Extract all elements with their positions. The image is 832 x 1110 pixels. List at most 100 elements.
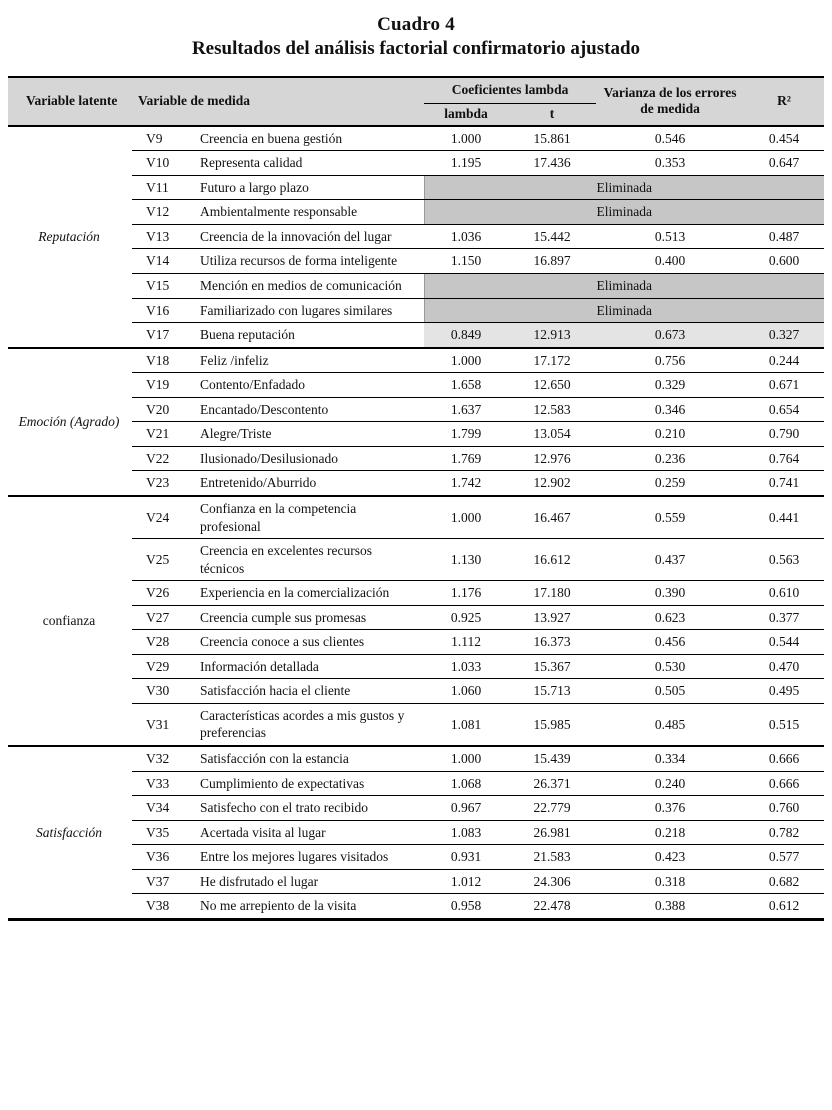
varianza-value: 0.329 xyxy=(596,372,745,398)
table-row: V34 Satisfecho con el trato recibido 0.967… xyxy=(8,795,825,821)
lambda-value: 1.799 xyxy=(424,421,509,447)
header-variable-latente: Variable latente xyxy=(8,77,132,126)
variable-code: V26 xyxy=(132,580,194,606)
t-value: 12.902 xyxy=(508,470,597,497)
r2-value: 0.544 xyxy=(744,629,825,655)
latent-variable-label: Reputación xyxy=(8,125,132,349)
variable-code: V30 xyxy=(132,678,194,704)
r2-value: 0.760 xyxy=(744,795,825,821)
lambda-value: 1.012 xyxy=(424,869,509,895)
r2-value: 0.487 xyxy=(744,224,825,250)
variable-code: V24 xyxy=(132,494,194,540)
varianza-value: 0.546 xyxy=(596,125,745,152)
lambda-value: 1.000 xyxy=(424,494,509,540)
varianza-value: 0.390 xyxy=(596,580,745,606)
variable-code: V25 xyxy=(132,538,194,582)
t-value: 15.861 xyxy=(508,125,597,152)
variable-code: V14 xyxy=(132,248,194,275)
t-value: 15.985 xyxy=(508,703,597,747)
eliminada-cell: Eliminada xyxy=(423,273,825,299)
r2-value: 0.764 xyxy=(744,446,825,472)
table-row: V10 Representa calidad 1.195 17.436 0.353 0.6… xyxy=(8,150,825,176)
variable-code: V33 xyxy=(132,771,194,797)
eliminada-cell: Eliminada xyxy=(423,175,825,201)
table-row: V30 Satisfacción hacia el cliente 1.060 15.… xyxy=(8,678,825,704)
varianza-value: 0.240 xyxy=(596,771,745,797)
r2-value: 0.577 xyxy=(744,844,825,870)
lambda-value: 0.931 xyxy=(424,844,509,870)
measured-variable-label: Ilusionado/Desilusionado xyxy=(194,446,425,472)
variable-code: V38 xyxy=(132,893,194,920)
variable-code: V34 xyxy=(132,795,194,821)
varianza-value: 0.236 xyxy=(596,446,745,472)
varianza-value: 0.353 xyxy=(596,150,745,176)
measured-variable-label: Satisfecho con el trato recibido xyxy=(194,795,425,821)
varianza-value: 0.485 xyxy=(596,703,745,747)
variable-code: V9 xyxy=(132,125,194,152)
table-row: Reputación V9 Creencia en buena gestión 1.0… xyxy=(8,125,825,349)
r2-value: 0.790 xyxy=(744,421,825,447)
r2-value: 0.682 xyxy=(744,869,825,895)
lambda-value: 1.060 xyxy=(424,678,509,704)
table-row: V13 Creencia de la innovación del lugar 1.… xyxy=(8,224,825,250)
measured-variable-label: Mención en medios de comunicación xyxy=(194,273,425,299)
varianza-value: 0.259 xyxy=(596,470,745,497)
t-value: 17.436 xyxy=(508,150,597,176)
r2-value: 0.666 xyxy=(744,744,825,772)
varianza-value: 0.318 xyxy=(596,869,745,895)
t-value: 12.650 xyxy=(508,372,597,398)
t-value: 26.371 xyxy=(508,771,597,797)
lambda-value: 1.036 xyxy=(424,224,509,250)
varianza-value: 0.218 xyxy=(596,820,745,846)
varianza-value: 0.210 xyxy=(596,421,745,447)
t-value: 16.897 xyxy=(508,248,597,275)
table-row: V19 Contento/Enfadado 1.658 12.650 0.329 0.67… xyxy=(8,372,825,398)
varianza-value: 0.400 xyxy=(596,248,745,275)
header-varianza: Varianza de los errores de medida xyxy=(596,77,745,126)
variable-code: V36 xyxy=(132,844,194,870)
r2-value: 0.654 xyxy=(744,397,825,423)
variable-code: V32 xyxy=(132,744,194,772)
measured-variable-label: Entre los mejores lugares visitados xyxy=(194,844,425,870)
variable-code: V37 xyxy=(132,869,194,895)
variable-code: V15 xyxy=(132,273,194,299)
t-value: 12.976 xyxy=(508,446,597,472)
lambda-value: 0.925 xyxy=(424,605,509,631)
varianza-value: 0.437 xyxy=(596,538,745,582)
table-row: V20 Encantado/Descontento 1.637 12.583 0.346… xyxy=(8,397,825,423)
r2-value: 0.441 xyxy=(744,494,825,540)
t-value: 17.180 xyxy=(508,580,597,606)
header-lambda: lambda xyxy=(424,103,509,126)
table-header: Variable latente Variable de medida Coef… xyxy=(8,77,825,126)
lambda-value: 1.742 xyxy=(424,470,509,497)
t-value: 22.779 xyxy=(508,795,597,821)
variable-code: V21 xyxy=(132,421,194,447)
t-value: 22.478 xyxy=(508,893,597,920)
measured-variable-label: Creencia de la innovación del lugar xyxy=(194,224,425,250)
page: Cuadro 4 Resultados del análisis factori… xyxy=(8,14,825,921)
table-row: confianza V24 Confianza en la competencia … xyxy=(8,494,825,747)
measured-variable-label: Encantado/Descontento xyxy=(194,397,425,423)
t-value: 15.367 xyxy=(508,654,597,680)
table-row: V16 Familiarizado con lugares similares El… xyxy=(8,298,825,324)
varianza-value: 0.456 xyxy=(596,629,745,655)
measured-variable-label: Cumplimiento de expectativas xyxy=(194,771,425,797)
header-variable-medida: Variable de medida xyxy=(132,77,425,126)
header-r2: R² xyxy=(744,77,825,126)
varianza-value: 0.376 xyxy=(596,795,745,821)
lambda-value: 1.000 xyxy=(424,346,509,374)
r2-value: 0.612 xyxy=(744,893,825,920)
measured-variable-label: Satisfacción hacia el cliente xyxy=(194,678,425,704)
table-row: V22 Ilusionado/Desilusionado 1.769 12.976 0.… xyxy=(8,446,825,472)
measured-variable-label: Contento/Enfadado xyxy=(194,372,425,398)
measured-variable-label: Creencia cumple sus promesas xyxy=(194,605,425,631)
lambda-value: 1.130 xyxy=(424,538,509,582)
lambda-value: 1.033 xyxy=(424,654,509,680)
lambda-value: 1.150 xyxy=(424,248,509,275)
table-row: V11 Futuro a largo plazo Eliminada xyxy=(8,175,825,201)
variable-code: V12 xyxy=(132,199,194,225)
lambda-value: 1.637 xyxy=(424,397,509,423)
t-value: 24.306 xyxy=(508,869,597,895)
measured-variable-label: Buena reputación xyxy=(194,322,425,349)
t-value: 15.442 xyxy=(508,224,597,250)
